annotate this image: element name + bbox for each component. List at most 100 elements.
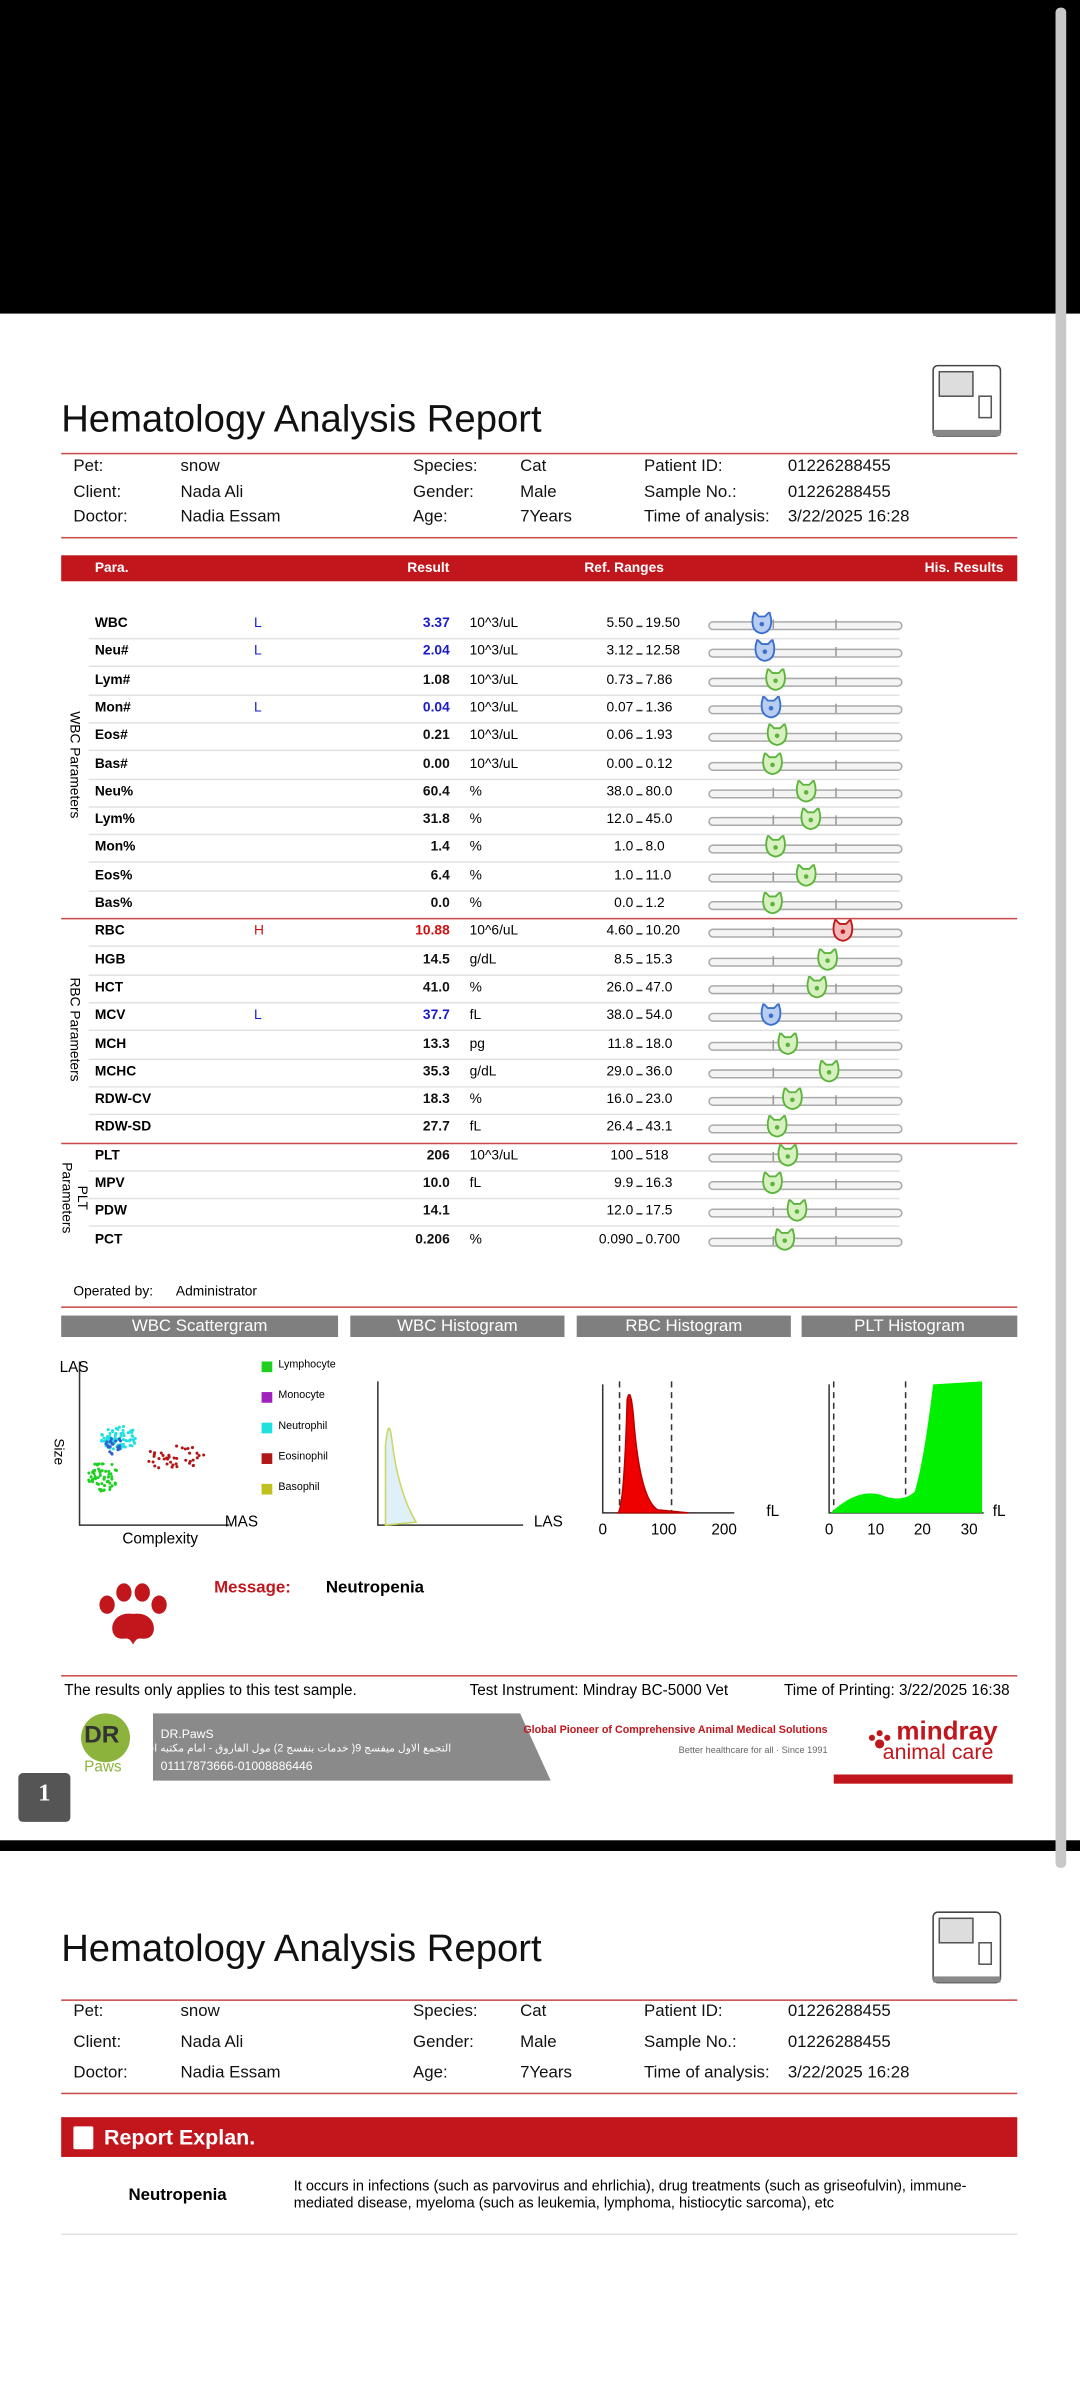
ref-low: 29.0 [606,1062,634,1079]
analyzer-icon [932,1911,1002,1984]
scatter-dot [174,1462,178,1466]
scatter-dot [125,1439,129,1443]
range-tick [771,815,774,825]
scatter-dot [92,1472,96,1476]
row-line [88,945,900,948]
result-marker [781,1085,805,1111]
range-tick [771,1235,774,1245]
row-line [88,1029,900,1032]
info-label: Age: [413,507,448,527]
scrollbar[interactable] [1055,7,1067,1868]
param-unit: fL [469,1174,482,1191]
ref-low: 1.0 [614,838,634,855]
ref-low: 11.8 [607,1034,634,1051]
row-line [88,1085,900,1088]
axis-label: MAS [224,1514,259,1532]
result-marker [784,1197,808,1223]
ref-high: 18.0 [645,1034,673,1051]
ref-dash [636,709,643,712]
param-result: 41.0 [422,978,450,995]
tick-label: 200 [711,1522,737,1539]
row-line [61,2233,1018,2235]
info-value: 7Years [520,507,572,527]
ref-high: 23.0 [645,1090,673,1107]
ref-high: 19.50 [645,614,681,631]
scatter-dot [100,1469,104,1473]
table-header-cell: His. Results [924,559,1004,576]
scatter-dot [108,1431,112,1436]
divider [61,452,1018,455]
ref-high: 47.0 [645,978,673,995]
param-result: 13.3 [422,1034,450,1051]
ref-dash [636,653,643,656]
info-label: Age: [413,2063,448,2082]
legend-label: Eosinophil [278,1451,328,1463]
ref-dash [636,961,643,964]
scatter-dot [113,1482,117,1486]
ref-high: 1.36 [645,698,673,715]
param-result: 0.21 [422,726,450,743]
row-line [88,833,900,836]
explanation: It occurs in infections (such as parvovi… [293,2178,967,2213]
scatter-dot [116,1427,120,1431]
scatter-dot [132,1440,136,1444]
axis-label: LAS [59,1359,89,1377]
ref-high: 17.5 [645,1202,673,1219]
row-line [88,805,900,808]
range-track [708,1152,903,1163]
result-marker [775,1030,799,1055]
scatter-dot [97,1462,101,1466]
report-title: Hematology Analysis Report [61,397,542,441]
scatter-dot [159,1451,163,1455]
ref-dash [636,1045,643,1048]
ref-high: 12.58 [645,642,681,659]
ref-low: 1.0 [614,866,634,883]
range-tick [835,731,838,741]
param-name: PCT [94,1230,123,1247]
range-tick [771,983,774,993]
param-result: 0.04 [422,698,450,715]
scatter-dot [104,1469,108,1473]
ref-dash [636,1017,643,1020]
group-label: WBC Parameters [67,710,83,818]
range-track [708,1236,903,1247]
footer-note: The results only applies to this test sa… [64,1682,357,1700]
banner-art [81,1713,1013,1784]
param-unit: % [469,782,482,799]
param-name: Bas# [94,754,128,771]
scatter-dot [175,1465,179,1469]
param-result: 35.3 [422,1062,450,1079]
result-marker [817,1058,841,1083]
legend-swatch [261,1483,273,1495]
info-label: Patient ID: [644,457,723,476]
legend-swatch [261,1422,273,1434]
info-label: Time of analysis: [644,507,770,527]
scatter-dot [175,1444,179,1448]
param-flag: H [253,922,264,939]
legend-label: Neutrophil [278,1421,328,1432]
ref-low: 38.0 [606,782,634,799]
scatter-dot [110,1462,114,1467]
graph-title: WBC Scattergram [61,1315,339,1337]
range-track [708,1012,903,1023]
ref-low: 0.0 [614,894,634,911]
scatter-dot [97,1467,101,1471]
ref-dash [636,905,643,908]
range-track [708,1124,903,1135]
operator: Administrator [175,1283,258,1299]
scatter-dot [197,1454,201,1458]
result-marker [794,778,818,803]
row-line [88,665,900,668]
scatter-dot [117,1447,121,1451]
scatter-dot [105,1436,109,1440]
ref-low: 12.0 [606,810,634,827]
legend-label: Monocyte [278,1390,325,1402]
range-tick [835,871,838,881]
result-marker [760,750,784,775]
param-result: 27.7 [422,1118,450,1135]
info-value: snow [180,457,220,476]
range-track [708,677,903,687]
ref-high: 15.3 [645,950,673,967]
term: Neutropenia [128,2186,227,2205]
param-name: Neu# [94,642,129,659]
